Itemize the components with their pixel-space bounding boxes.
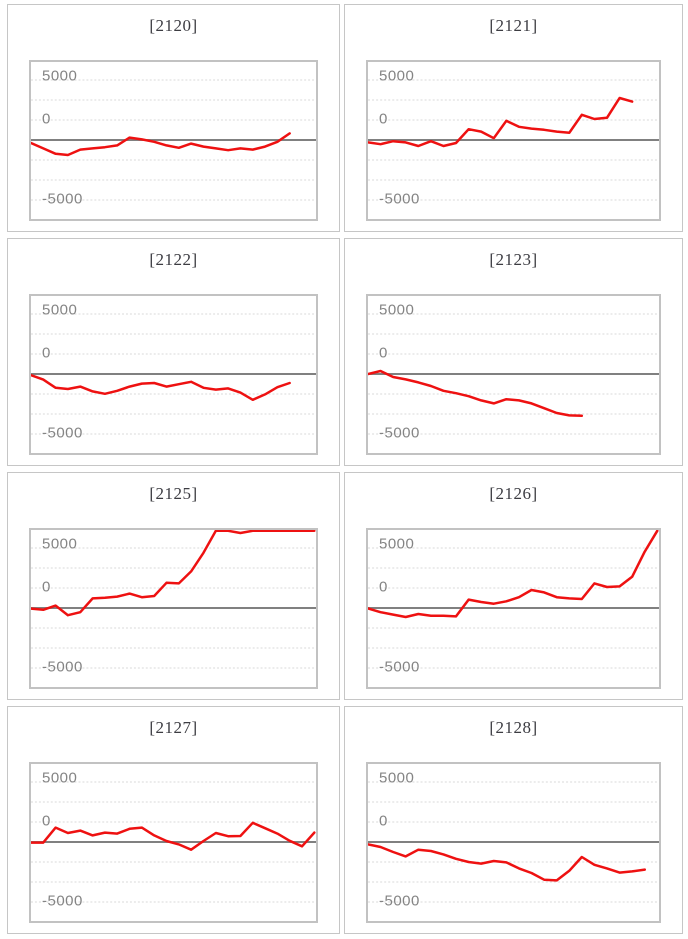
- line-chart: [31, 781, 316, 903]
- line-chart: [31, 313, 316, 435]
- line-chart: [368, 79, 659, 201]
- series-line: [368, 530, 659, 619]
- series-line: [31, 821, 316, 851]
- y-axis-label-0: 0: [42, 344, 51, 362]
- chart-panel-2125: [2125] 5000 0 -5000: [7, 472, 340, 700]
- y-axis-label-0: 0: [379, 578, 388, 596]
- series-line: [31, 530, 316, 617]
- series-line: [31, 373, 291, 402]
- y-axis-label-neg5000: -5000: [42, 190, 83, 208]
- series-line: [368, 96, 634, 148]
- chart-panel-2123: [2123] 5000 0 -5000: [344, 238, 683, 466]
- y-axis-label-5000: 5000: [42, 769, 78, 787]
- line-chart: [368, 781, 659, 903]
- chart-panel-2126: [2126] 5000 0 -5000: [344, 472, 683, 700]
- y-axis-label-5000: 5000: [42, 301, 78, 319]
- y-axis-label-5000: 5000: [42, 535, 78, 553]
- y-axis-label-neg5000: -5000: [42, 424, 83, 442]
- series-line: [368, 843, 647, 882]
- y-axis-label-5000: 5000: [379, 301, 415, 319]
- plot-area: 5000 0 -5000: [29, 60, 318, 221]
- y-axis-label-neg5000: -5000: [42, 892, 83, 910]
- plot-area: 5000 0 -5000: [29, 528, 318, 689]
- chart-panel-2121: [2121] 5000 0 -5000: [344, 4, 683, 232]
- y-axis-label-neg5000: -5000: [379, 658, 420, 676]
- chart-title: [2122]: [149, 250, 198, 269]
- chart-title: [2125]: [149, 484, 198, 503]
- y-axis-label-5000: 5000: [42, 67, 78, 85]
- chart-title: [2121]: [489, 16, 538, 35]
- y-axis-label-neg5000: -5000: [379, 892, 420, 910]
- chart-title: [2127]: [149, 718, 198, 737]
- y-axis-label-neg5000: -5000: [379, 424, 420, 442]
- y-axis-label-5000: 5000: [379, 769, 415, 787]
- plot-area: 5000 0 -5000: [366, 60, 661, 221]
- chart-title: [2123]: [489, 250, 538, 269]
- y-axis-label-0: 0: [379, 812, 388, 830]
- plot-area: 5000 0 -5000: [366, 528, 661, 689]
- y-axis-label-0: 0: [42, 578, 51, 596]
- chart-panel-2128: [2128] 5000 0 -5000: [344, 706, 683, 934]
- y-axis-label-0: 0: [42, 110, 51, 128]
- y-axis-label-neg5000: -5000: [42, 658, 83, 676]
- chart-title: [2128]: [489, 718, 538, 737]
- y-axis-label-0: 0: [379, 344, 388, 362]
- y-axis-label-0: 0: [379, 110, 388, 128]
- chart-panel-2122: [2122] 5000 0 -5000: [7, 238, 340, 466]
- chart-panel-2127: [2127] 5000 0 -5000: [7, 706, 340, 934]
- plot-area: 5000 0 -5000: [29, 762, 318, 923]
- chart-title: [2120]: [149, 16, 198, 35]
- chart-title: [2126]: [489, 484, 538, 503]
- y-axis-label-5000: 5000: [379, 535, 415, 553]
- y-axis-label-5000: 5000: [379, 67, 415, 85]
- line-chart: [368, 530, 659, 669]
- plot-area: 5000 0 -5000: [29, 294, 318, 455]
- plot-area: 5000 0 -5000: [366, 762, 661, 923]
- series-line: [31, 132, 291, 157]
- line-chart: [368, 313, 659, 435]
- y-axis-label-neg5000: -5000: [379, 190, 420, 208]
- line-chart: [31, 530, 316, 669]
- y-axis-label-0: 0: [42, 812, 51, 830]
- plot-area: 5000 0 -5000: [366, 294, 661, 455]
- chart-panel-2120: [2120] 5000 0 -5000: [7, 4, 340, 232]
- line-chart: [31, 79, 316, 201]
- series-line: [368, 369, 584, 418]
